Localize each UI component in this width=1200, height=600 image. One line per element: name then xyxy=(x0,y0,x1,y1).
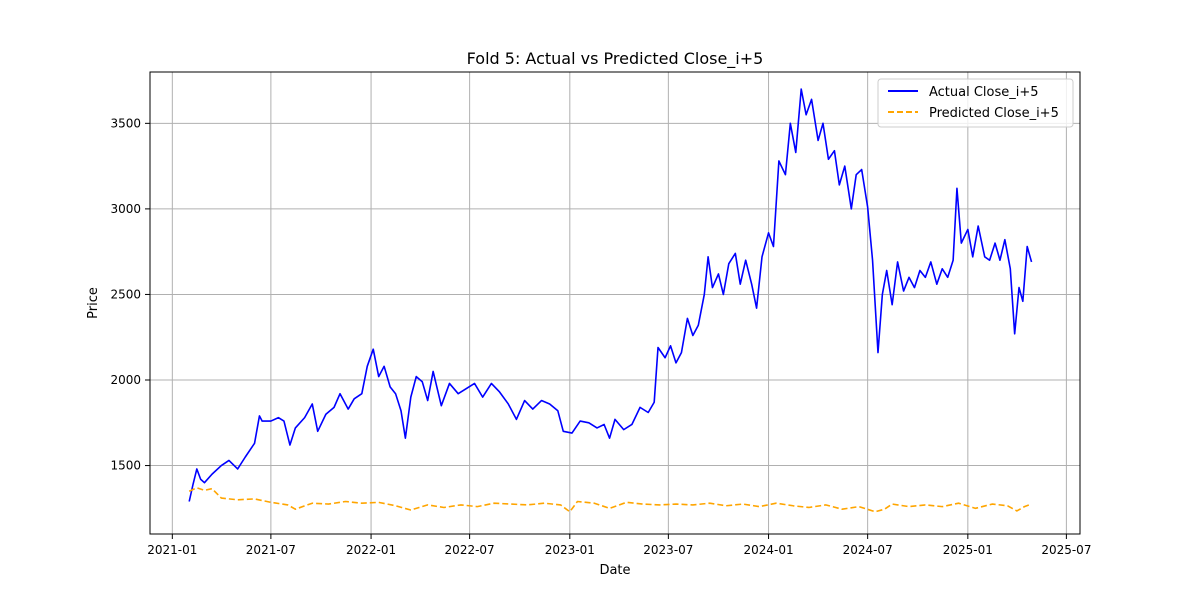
legend-label-actual: Actual Close_i+5 xyxy=(929,85,1039,100)
x-tick-label: 2024-07 xyxy=(843,543,893,557)
y-tick-label: 3500 xyxy=(110,116,141,130)
x-tick-label: 2025-01 xyxy=(943,543,993,557)
grid xyxy=(150,72,1080,534)
x-tick-label: 2025-07 xyxy=(1041,543,1091,557)
series-layer xyxy=(188,88,1033,513)
x-tick-label: 2021-01 xyxy=(147,543,197,557)
x-tick-label: 2022-07 xyxy=(445,543,495,557)
x-tick-label: 2021-07 xyxy=(246,543,296,557)
plot-area-frame xyxy=(149,71,1081,535)
y-tick-label: 2000 xyxy=(110,373,141,387)
ticks: 2021-01 2021-07 2022-01 2022-07 2023-01 2023-… xyxy=(110,116,1091,557)
x-tick-label: 2022-01 xyxy=(346,543,396,557)
y-tick-label: 1500 xyxy=(110,459,141,473)
series-line-actual xyxy=(188,88,1033,502)
x-tick-label: 2024-01 xyxy=(743,543,793,557)
y-tick-label: 3000 xyxy=(110,202,141,216)
x-tick-label: 2023-01 xyxy=(545,543,595,557)
x-axis-label: Date xyxy=(599,563,630,578)
y-axis-label: Price xyxy=(86,287,101,319)
y-tick-label: 2500 xyxy=(110,287,141,301)
legend-label-predicted: Predicted Close_i+5 xyxy=(929,106,1059,121)
legend: Actual Close_i+5 Predicted Close_i+5 xyxy=(877,78,1074,128)
x-tick-label: 2023-07 xyxy=(643,543,693,557)
chart-title: Fold 5: Actual vs Predicted Close_i+5 xyxy=(467,49,764,69)
legend-box xyxy=(877,78,1074,128)
series-line-predicted xyxy=(188,487,1032,513)
